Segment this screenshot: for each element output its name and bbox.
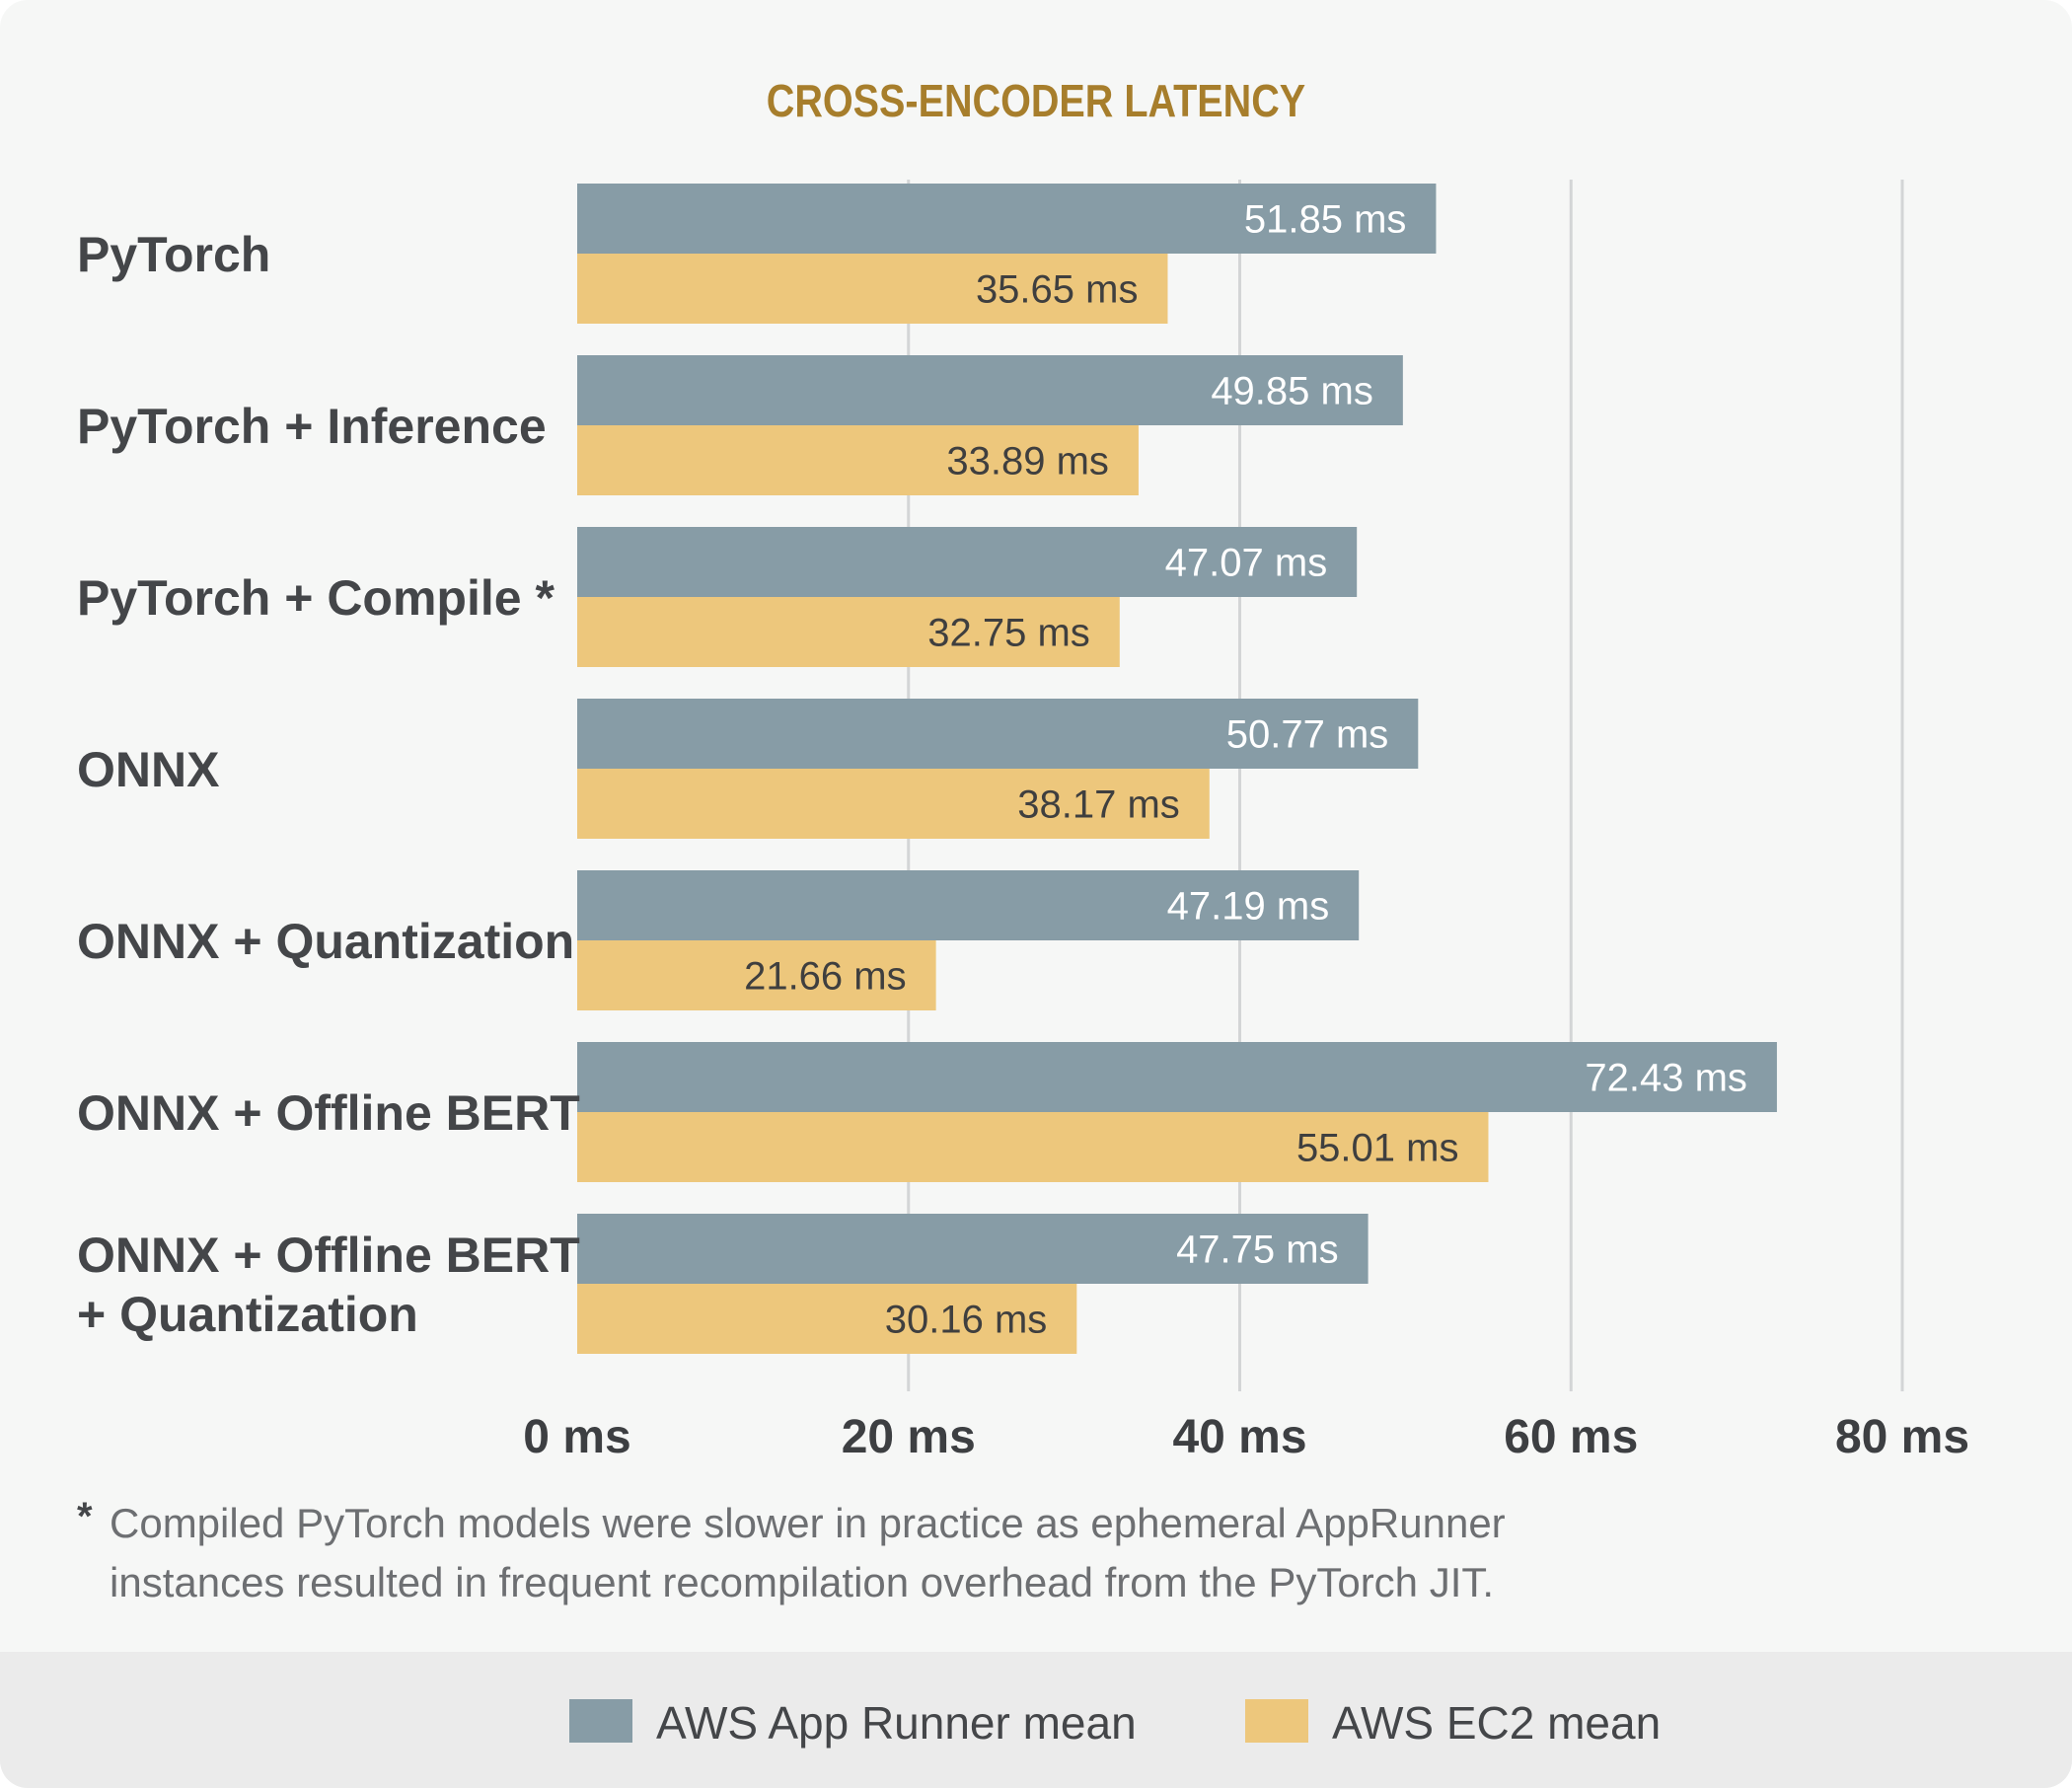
bar-value-label: 32.75 ms [927, 612, 1090, 655]
category-label: ONNX + Quantization [77, 914, 574, 969]
bar-ec2 [577, 254, 1168, 324]
category-label: + Quantization [77, 1287, 418, 1342]
x-tick-label: 80 ms [1835, 1411, 1969, 1463]
bar-ec2 [577, 597, 1120, 667]
bar-value-label: 47.19 ms [1167, 885, 1330, 929]
bar-value-label: 21.66 ms [744, 955, 907, 999]
labels: CROSS-ENCODER LATENCY 0 ms 20 ms 40 ms 60 ms… [77, 76, 1969, 1749]
bar-app-runner [577, 1214, 1369, 1284]
bar-app-runner [577, 184, 1437, 254]
x-tick-label: 40 ms [1172, 1411, 1306, 1463]
bar-ec2 [577, 1284, 1077, 1354]
category-label: ONNX [77, 742, 219, 797]
bar-value-label: 33.89 ms [946, 440, 1109, 484]
bar-value-label: 30.16 ms [885, 1299, 1048, 1342]
category-label: PyTorch + Compile * [77, 570, 555, 626]
bar-value-label: 55.01 ms [1296, 1127, 1459, 1170]
bar-app-runner [577, 527, 1358, 597]
legend-swatch-app-runner [569, 1699, 632, 1743]
category-label: ONNX + Offline BERT [77, 1085, 580, 1141]
legend-band [0, 1652, 2072, 1788]
bar-value-label: 47.07 ms [1165, 542, 1328, 585]
x-tick-label: 0 ms [523, 1411, 630, 1463]
bar-value-label: 50.77 ms [1226, 713, 1389, 757]
bar-app-runner [577, 1042, 1777, 1112]
bar-value-label: 49.85 ms [1211, 370, 1373, 413]
bar-value-label: 51.85 ms [1244, 198, 1407, 242]
bar-app-runner [577, 355, 1403, 425]
category-label: PyTorch [77, 227, 270, 282]
bar-ec2 [577, 425, 1139, 495]
legend-swatch-ec2 [1245, 1699, 1308, 1743]
x-tick-label: 20 ms [842, 1411, 976, 1463]
footnote-marker: * [77, 1495, 93, 1538]
category-label: PyTorch + Inference [77, 399, 547, 454]
footnote-line: instances resulted in frequent recompila… [110, 1559, 1494, 1605]
bar-ec2 [577, 940, 936, 1010]
footnote-line: Compiled PyTorch models were slower in p… [110, 1500, 1506, 1546]
bars [577, 184, 1777, 1354]
bar-app-runner [577, 870, 1360, 940]
x-tick-label: 60 ms [1504, 1411, 1638, 1463]
bar-ec2 [577, 1112, 1489, 1182]
bar-app-runner [577, 699, 1419, 769]
bar-value-label: 47.75 ms [1176, 1229, 1339, 1272]
bar-value-label: 72.43 ms [1585, 1057, 1747, 1100]
bar-value-label: 38.17 ms [1017, 783, 1180, 827]
legend-label: AWS EC2 mean [1332, 1697, 1661, 1749]
bar-ec2 [577, 769, 1210, 839]
chart-title: CROSS-ENCODER LATENCY [767, 76, 1305, 126]
category-label: ONNX + Offline BERT [77, 1228, 580, 1283]
legend-label: AWS App Runner mean [656, 1697, 1137, 1749]
bar-value-label: 35.65 ms [976, 268, 1139, 312]
